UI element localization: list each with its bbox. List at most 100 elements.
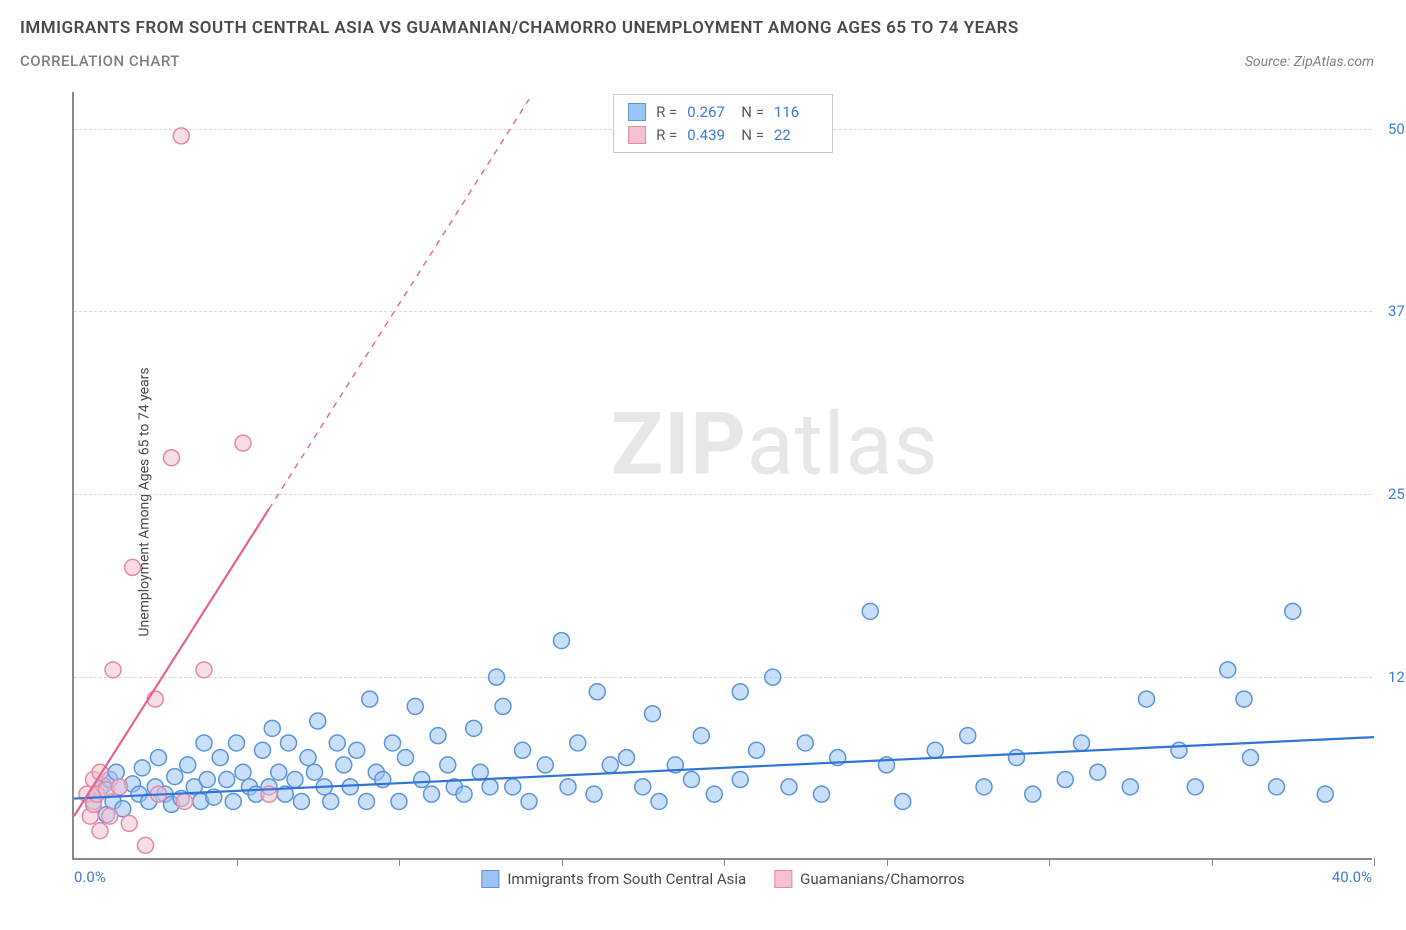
data-point: [336, 757, 352, 773]
data-point: [310, 713, 326, 729]
data-point: [281, 735, 297, 751]
data-point: [407, 698, 423, 714]
x-tick: [399, 858, 400, 866]
data-point: [323, 793, 339, 809]
data-point: [300, 750, 316, 766]
page-title: IMMIGRANTS FROM SOUTH CENTRAL ASIA VS GU…: [20, 18, 1386, 38]
data-point: [264, 720, 280, 736]
y-tick-label: 25.0%: [1378, 485, 1406, 503]
x-axis-max-label: 40.0%: [1332, 868, 1372, 886]
data-point: [693, 728, 709, 744]
data-point: [489, 669, 505, 685]
data-point: [635, 779, 651, 795]
data-point: [235, 764, 251, 780]
data-point: [976, 779, 992, 795]
data-point: [589, 684, 605, 700]
swatch-series-b: [628, 126, 646, 144]
swatch-series-a: [628, 103, 646, 121]
data-point: [645, 706, 661, 722]
data-point: [271, 764, 287, 780]
data-point: [1090, 764, 1106, 780]
data-point: [1057, 772, 1073, 788]
data-point: [466, 720, 482, 736]
data-point: [121, 815, 137, 831]
scatter-svg: [74, 92, 1372, 858]
data-point: [151, 750, 167, 766]
data-point: [537, 757, 553, 773]
data-point: [414, 772, 430, 788]
data-point: [472, 764, 488, 780]
data-point: [177, 793, 193, 809]
data-point: [391, 793, 407, 809]
stats-row-series-b: R = 0.439 N = 22: [628, 124, 818, 147]
data-point: [1025, 786, 1041, 802]
source-attribution: Source: ZipAtlas.com: [1245, 54, 1386, 70]
data-point: [1220, 662, 1236, 678]
data-point: [586, 786, 602, 802]
y-tick-label: 37.5%: [1378, 302, 1406, 320]
data-point: [495, 698, 511, 714]
x-axis-legend: Immigrants from South Central Asia Guama…: [481, 870, 964, 888]
data-point: [440, 757, 456, 773]
data-point: [619, 750, 635, 766]
data-point: [765, 669, 781, 685]
data-point: [862, 603, 878, 619]
data-point: [430, 728, 446, 744]
legend-swatch-b: [774, 870, 792, 888]
data-point: [349, 742, 365, 758]
data-point: [180, 757, 196, 773]
data-point: [1122, 779, 1138, 795]
data-point: [1171, 742, 1187, 758]
x-tick: [237, 858, 238, 866]
data-point: [684, 772, 700, 788]
data-point: [199, 772, 215, 788]
data-point: [196, 735, 212, 751]
data-point: [229, 735, 245, 751]
data-point: [602, 757, 618, 773]
data-point: [960, 728, 976, 744]
data-point: [255, 742, 271, 758]
data-point: [147, 691, 163, 707]
data-point: [1236, 691, 1252, 707]
data-point: [173, 128, 189, 144]
data-point: [134, 760, 150, 776]
data-point: [797, 735, 813, 751]
x-tick: [887, 858, 888, 866]
data-point: [1269, 779, 1285, 795]
y-tick-label: 12.5%: [1378, 668, 1406, 686]
data-point: [521, 793, 537, 809]
data-point: [359, 793, 375, 809]
data-point: [164, 450, 180, 466]
data-point: [1317, 786, 1333, 802]
data-point: [105, 662, 121, 678]
data-point: [307, 764, 323, 780]
data-point: [732, 684, 748, 700]
data-point: [1243, 750, 1259, 766]
data-point: [235, 435, 251, 451]
x-tick: [1374, 858, 1375, 866]
data-point: [92, 823, 108, 839]
data-point: [651, 793, 667, 809]
x-tick: [1212, 858, 1213, 866]
data-point: [560, 779, 576, 795]
data-point: [515, 742, 531, 758]
data-point: [212, 750, 228, 766]
data-point: [294, 793, 310, 809]
data-point: [814, 786, 830, 802]
data-point: [167, 769, 183, 785]
data-point: [398, 750, 414, 766]
data-point: [102, 808, 118, 824]
stats-box: R = 0.267 N = 116 R = 0.439 N = 22: [613, 94, 833, 153]
data-point: [482, 779, 498, 795]
chart-subtitle: CORRELATION CHART: [20, 52, 180, 70]
data-point: [749, 742, 765, 758]
data-point: [196, 662, 212, 678]
legend-item-series-a: Immigrants from South Central Asia: [481, 870, 746, 888]
data-point: [1074, 735, 1090, 751]
data-point: [1139, 691, 1155, 707]
data-point: [1285, 603, 1301, 619]
data-point: [732, 772, 748, 788]
data-point: [125, 559, 141, 575]
data-point: [706, 786, 722, 802]
data-point: [385, 735, 401, 751]
